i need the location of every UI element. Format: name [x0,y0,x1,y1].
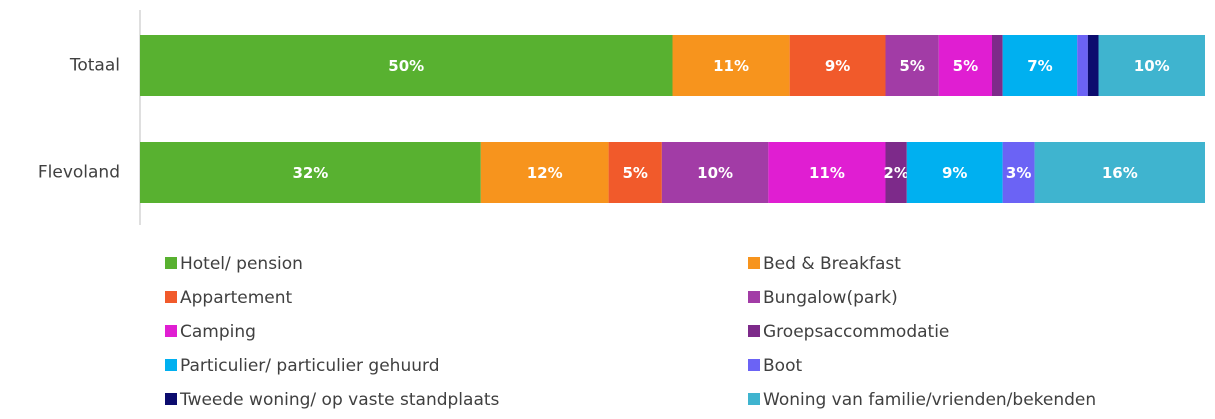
legend-swatch [165,325,177,337]
data-label: 10% [697,164,733,182]
data-label: 32% [292,164,328,182]
legend-swatch [165,359,177,371]
data-label: 5% [899,57,924,75]
data-label: 11% [809,164,845,182]
data-label: 9% [942,164,967,182]
bar-segment [672,35,790,96]
bar-segment [1034,142,1205,203]
legend-label: Hotel/ pension [180,254,303,274]
legend-swatch [165,393,177,405]
legend-label: Woning van familie/vrienden/bekenden [763,390,1096,410]
bar-segment [885,35,939,96]
data-label: 11% [713,57,749,75]
bar-segment [1077,35,1088,96]
bar-segment [140,142,481,203]
legend-swatch [165,257,177,269]
data-label: 9% [825,57,850,75]
legend-label: Bed & Breakfast [763,254,901,274]
bar-segment [140,35,673,96]
legend-swatch [748,257,760,269]
legend-label: Groepsaccommodatie [763,322,949,342]
bar-segment [906,142,1003,203]
data-label: 12% [527,164,563,182]
legend-label: Bungalow(park) [763,288,898,308]
category-label: Totaal [69,56,120,76]
data-label: 16% [1102,164,1138,182]
data-label: 2% [883,164,908,182]
legend-label: Camping [180,322,256,342]
bar-segment [1087,35,1099,96]
legend-swatch [748,393,760,405]
data-label: 3% [1006,164,1031,182]
data-label: 5% [622,164,647,182]
legend-swatch [748,359,760,371]
bar-segment [938,35,992,96]
data-label: 50% [388,57,424,75]
legend-swatch [748,291,760,303]
bar-segment [789,35,886,96]
legend-label: Boot [763,356,802,376]
legend-label: Appartement [180,288,293,308]
legend-swatch [165,291,177,303]
data-label: 5% [953,57,978,75]
bar-segment [1002,142,1035,203]
bar-segment [768,142,886,203]
bar-segment [661,142,769,203]
bar-segment [1098,35,1205,96]
data-label: 7% [1027,57,1052,75]
data-label: 10% [1134,57,1170,75]
legend-label: Particulier/ particulier gehuurd [180,356,440,376]
bar-segment [1002,35,1078,96]
bar-segment [992,35,1003,96]
bar-segment [480,142,609,203]
category-label: Flevoland [38,163,120,183]
bar-segment [885,142,907,203]
bar-segment [608,142,662,203]
legend-label: Tweede woning/ op vaste standplaats [179,390,500,410]
legend-swatch [748,325,760,337]
